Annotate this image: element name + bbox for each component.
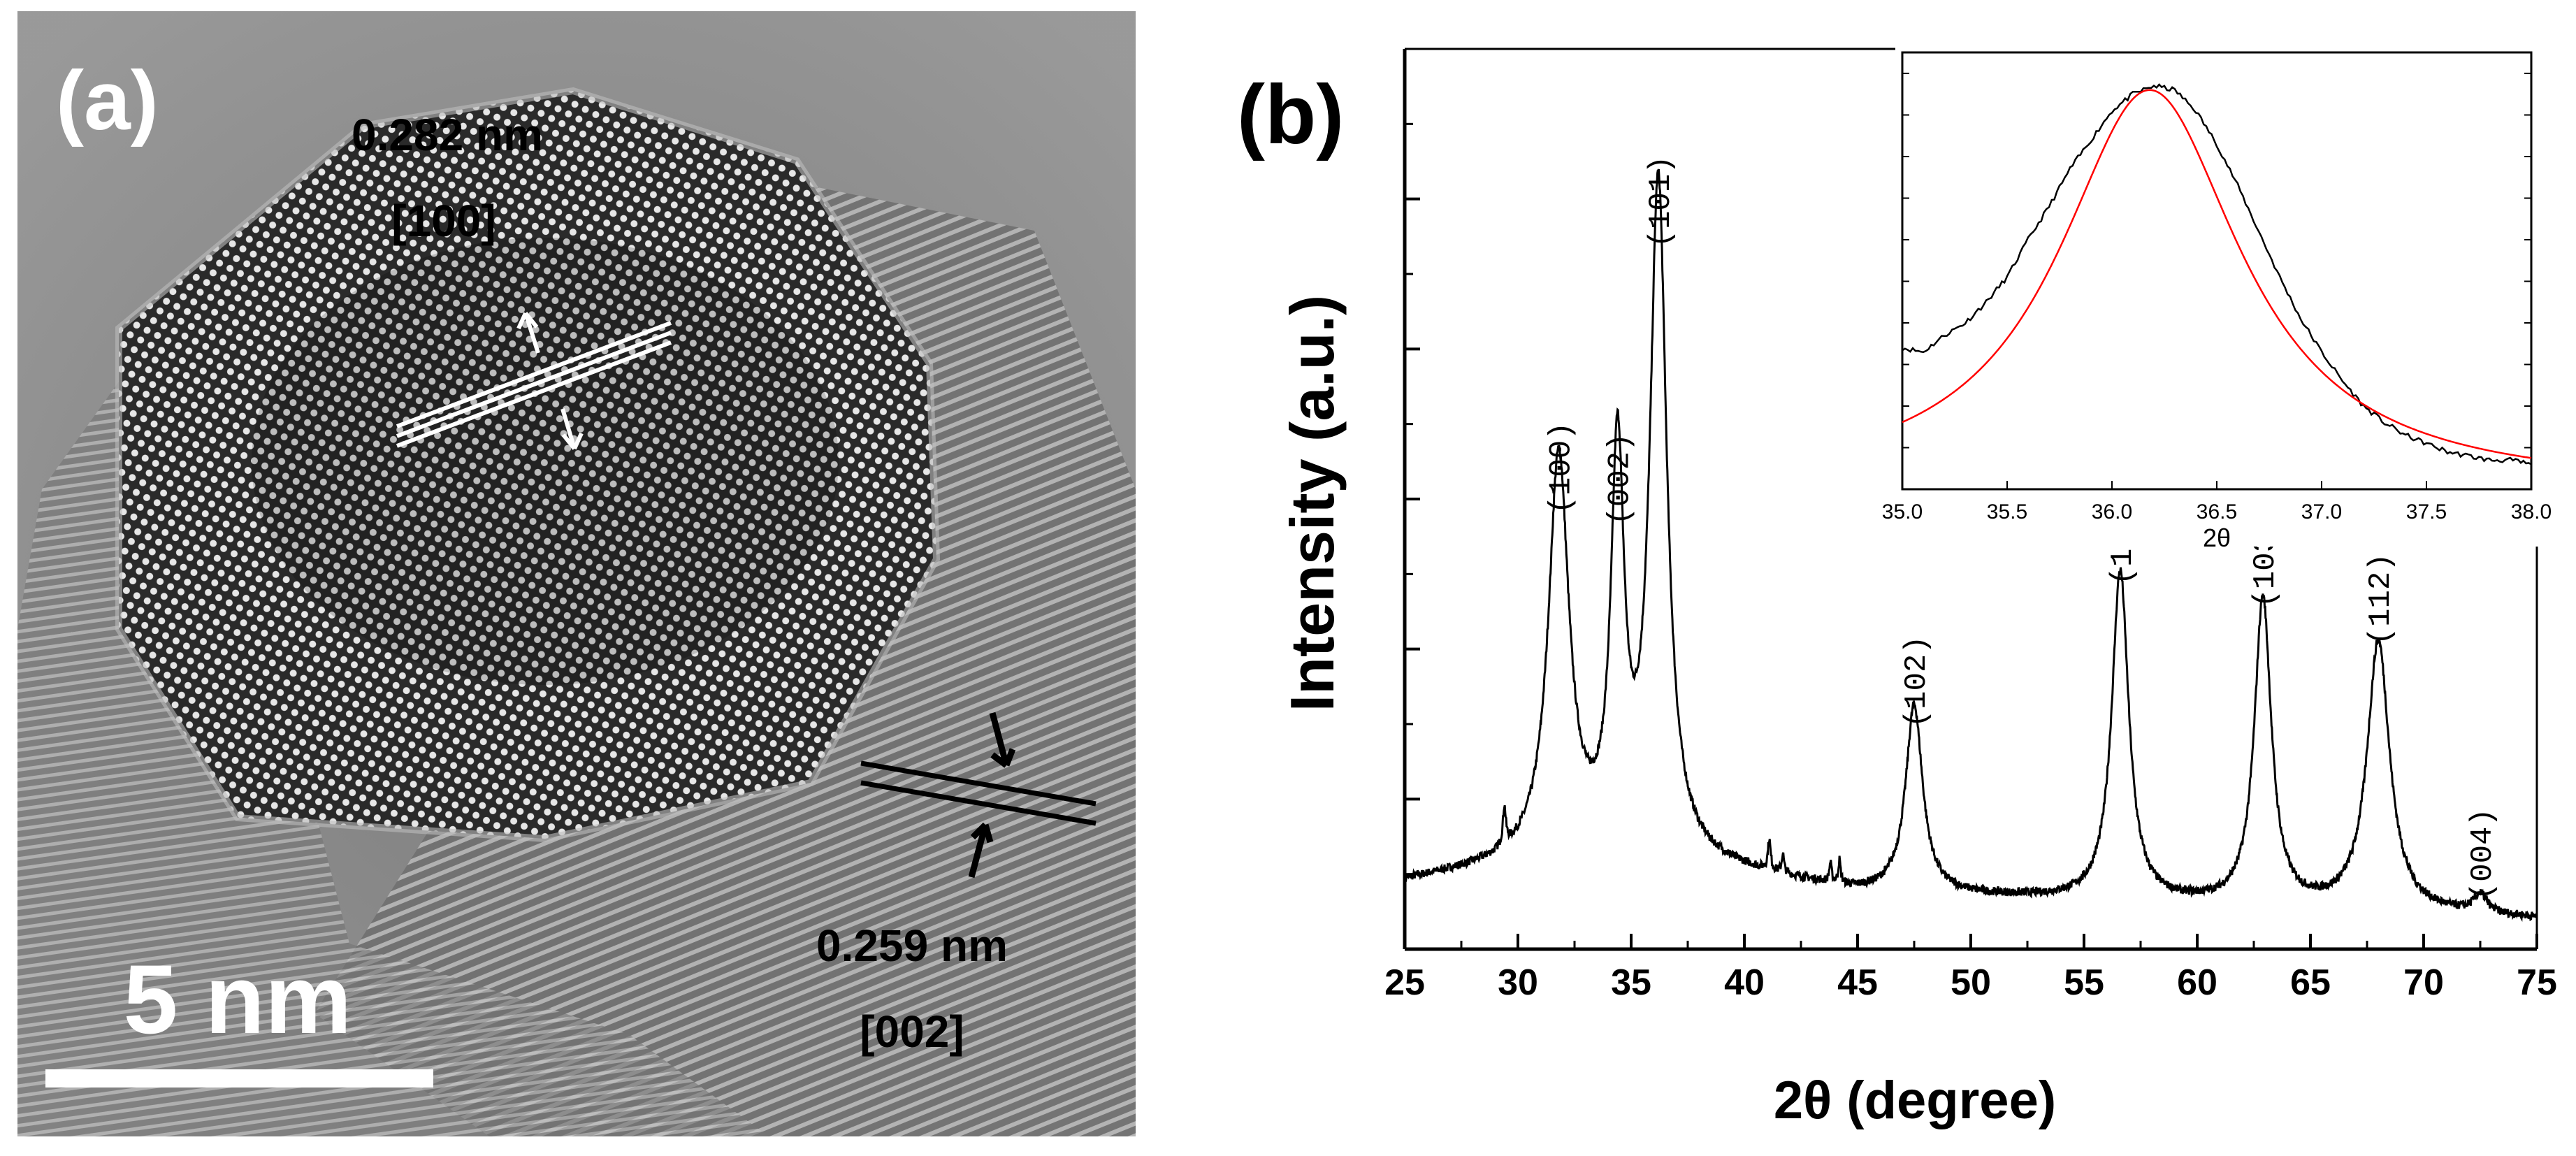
x-tick-label: 65 — [2290, 962, 2331, 1003]
peak-label: (100) — [1544, 421, 1579, 514]
x-tick-label: 75 — [2517, 962, 2557, 1003]
x-tick-label: 70 — [2403, 962, 2444, 1003]
arrow-icon — [516, 312, 540, 354]
nanoparticle-edge — [115, 87, 941, 843]
inset-chart: 35.0 35.5 36.0 36.5 37.0 37.5 38.0 2θ — [1882, 43, 2552, 552]
inset-background — [1895, 43, 2538, 547]
x-tick-label: 30 — [1498, 962, 1538, 1003]
fringe-marker-line-black — [860, 760, 1097, 807]
y-axis-label: Intensity (a.u.) — [1278, 295, 1347, 712]
nanoparticle-lattice — [119, 91, 936, 839]
inset-x-tick-label: 36.5 — [2197, 500, 2237, 523]
x-tick-label: 60 — [2177, 962, 2217, 1003]
xrd-series-line — [1403, 168, 2538, 922]
direction-label-002: [002] — [860, 1006, 964, 1057]
inset-x-tick-label: 37.5 — [2406, 500, 2447, 523]
fringe-marker-line-black — [860, 780, 1097, 826]
panel-a-content — [17, 11, 1136, 1136]
panel-b-xrd-chart: 25 30 35 40 45 50 55 60 65 70 75 (100) (002) (101) (10… — [1237, 43, 2557, 1130]
panel-a-label: (a) — [56, 54, 159, 147]
panel-a-tem-image: (a) 0.282 nm [100] 0.259 nm [002] 5 nm — [17, 11, 1136, 1136]
arrow-icon — [968, 822, 994, 879]
x-tick-label: 50 — [1951, 962, 1991, 1003]
peak-label: (101) — [1644, 155, 1679, 247]
x-tick-label: 40 — [1724, 962, 1765, 1003]
direction-label-100: [100] — [391, 196, 495, 246]
inset-x-tick-label: 37.0 — [2301, 500, 2342, 523]
arrow-icon — [989, 711, 1016, 768]
fringe-marker-line-white — [396, 331, 672, 438]
panel-b-label: (b) — [1237, 68, 1344, 161]
inset-measured-line — [1902, 83, 2532, 465]
inset-x-axis-label: 2θ — [2203, 523, 2231, 552]
x-tick-label: 35 — [1611, 962, 1651, 1003]
arrow-icon — [560, 408, 584, 450]
inset-x-tick-label: 36.0 — [2092, 500, 2132, 523]
x-tick-label: 25 — [1384, 962, 1425, 1003]
x-axis-label: 2θ (degree) — [1774, 1071, 2056, 1130]
peak-label: (102) — [1900, 635, 1934, 728]
spacing-markers-100 — [396, 312, 672, 450]
inset-x-tick-label: 35.5 — [1987, 500, 2027, 523]
scale-bar-label: 5 nm — [124, 944, 352, 1054]
fringe-marker-line-white — [396, 340, 672, 448]
x-tick-label: 45 — [1837, 962, 1878, 1003]
fringe-marker-line-white — [396, 321, 672, 428]
spacing-label-100: 0.282 nm — [352, 110, 543, 160]
spacing-markers-002 — [860, 711, 1097, 879]
peak-label: (002) — [1603, 433, 1638, 526]
inset-x-tick-label: 38.0 — [2511, 500, 2552, 523]
spacing-label-002: 0.259 nm — [816, 920, 1008, 971]
scale-bar — [45, 1069, 433, 1088]
nanoparticle-shade — [252, 238, 839, 685]
inset-x-tick-label: 35.0 — [1882, 500, 1923, 523]
peak-label: (004) — [2466, 808, 2501, 900]
inset-fit-line — [1902, 89, 2532, 459]
peak-label: (112) — [2364, 553, 2398, 645]
x-tick-label: 55 — [2064, 962, 2104, 1003]
